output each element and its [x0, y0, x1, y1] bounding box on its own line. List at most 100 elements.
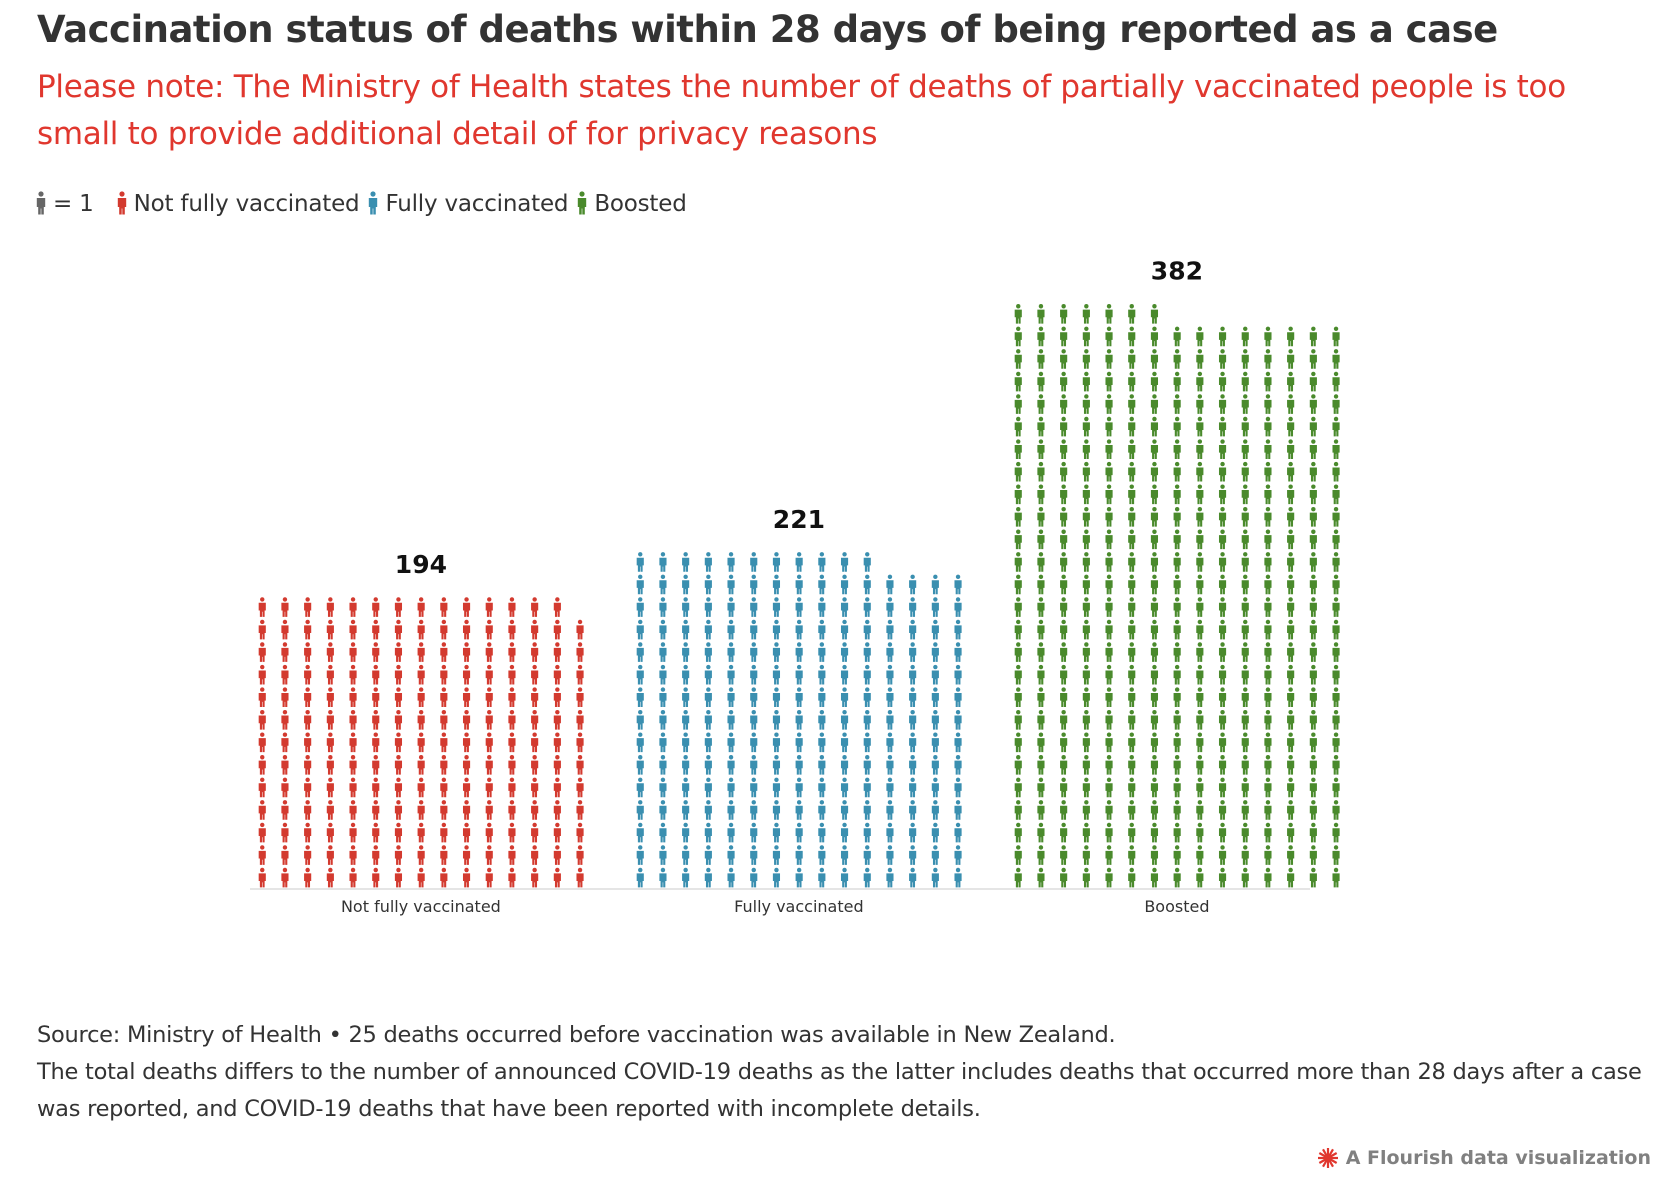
person-icon	[750, 732, 758, 753]
person-icon	[909, 642, 917, 662]
person-icon	[1128, 439, 1136, 459]
person-icon	[1196, 371, 1204, 392]
person-icon	[886, 687, 894, 708]
person-icon	[818, 845, 826, 865]
person-icon	[417, 687, 425, 708]
person-icon	[440, 664, 448, 685]
person-icon	[1241, 777, 1249, 798]
person-icon	[1309, 755, 1317, 775]
person-icon	[508, 709, 516, 730]
person-icon	[795, 664, 803, 685]
person-icon	[1241, 755, 1249, 775]
person-icon	[1287, 845, 1295, 865]
person-icon	[417, 642, 425, 662]
person-icon	[636, 800, 644, 820]
bar-fully-vaccinated[interactable]	[636, 552, 962, 888]
credit-text: A Flourish data visualization	[1345, 1147, 1651, 1169]
person-icon	[531, 732, 539, 753]
person-icon	[1287, 755, 1295, 775]
person-icon	[818, 552, 826, 572]
person-icon	[1014, 755, 1022, 775]
person-icon	[1287, 371, 1295, 392]
person-icon	[1060, 461, 1068, 482]
person-icon	[1082, 326, 1090, 347]
person-icon	[1014, 349, 1022, 369]
person-icon	[1150, 371, 1159, 392]
person-icon	[750, 845, 758, 865]
person-icon	[1241, 597, 1249, 617]
person-icon	[1264, 755, 1272, 775]
person-icon	[1082, 619, 1090, 640]
person-icon	[508, 687, 516, 708]
person-icon	[1241, 732, 1249, 753]
person-icon	[1150, 755, 1159, 775]
person-icon	[576, 800, 584, 820]
person-icon	[349, 619, 357, 640]
person-icon	[1287, 800, 1295, 820]
person-icon	[1150, 506, 1159, 527]
person-icon	[1060, 484, 1068, 505]
person-icon	[1332, 416, 1340, 437]
person-icon	[1150, 416, 1159, 437]
person-icon	[394, 664, 403, 685]
person-icon	[1037, 597, 1045, 617]
person-icon	[1241, 552, 1249, 572]
person-icon	[1105, 709, 1113, 730]
person-icon	[1196, 642, 1204, 662]
person-icon	[886, 597, 894, 617]
chart-footer: Source: Ministry of Health • 25 deaths o…	[37, 1017, 1647, 1128]
flourish-credit[interactable]: A Flourish data visualization	[1316, 1146, 1651, 1170]
person-icon	[1287, 822, 1295, 843]
person-icon	[1196, 574, 1204, 595]
person-icon	[909, 845, 917, 865]
person-icon	[1332, 574, 1340, 595]
person-icon	[1173, 439, 1181, 459]
person-icon	[954, 642, 962, 662]
person-icon	[682, 597, 690, 617]
person-icon	[840, 597, 849, 617]
bar-not-fully-vaccinated[interactable]	[258, 597, 584, 888]
person-icon	[1037, 845, 1045, 865]
person-icon	[1173, 394, 1181, 414]
person-icon	[372, 597, 380, 617]
person-icon	[659, 709, 667, 730]
person-icon	[417, 619, 425, 640]
person-icon	[1309, 461, 1317, 482]
person-icon	[1218, 326, 1227, 347]
person-icon	[576, 709, 584, 730]
person-icon	[440, 687, 448, 708]
person-icon	[1332, 371, 1340, 392]
person-icon	[1173, 552, 1181, 572]
chart-subtitle: Please note: The Ministry of Health stat…	[37, 69, 1566, 152]
person-icon	[1241, 529, 1249, 550]
person-icon	[659, 552, 667, 572]
person-icon	[258, 619, 266, 640]
person-icon	[840, 800, 849, 820]
person-icon	[576, 642, 584, 662]
person-icon	[1128, 822, 1136, 843]
person-icon	[863, 664, 871, 685]
person-icon	[1173, 484, 1181, 505]
person-icon	[258, 709, 266, 730]
person-icon	[1196, 755, 1204, 775]
person-icon	[281, 709, 289, 730]
person-icon	[682, 642, 690, 662]
person-icon	[954, 597, 962, 617]
person-icon	[1173, 845, 1181, 865]
person-icon	[818, 867, 826, 888]
person-icon	[258, 867, 266, 888]
person-icon	[795, 552, 803, 572]
person-icon	[931, 867, 939, 888]
person-icon	[659, 777, 667, 798]
person-icon	[636, 687, 644, 708]
person-icon	[1218, 529, 1227, 550]
person-icon	[1150, 709, 1159, 730]
person-icon	[1309, 822, 1317, 843]
person-icon	[576, 687, 584, 708]
person-icon	[931, 845, 939, 865]
person-icon	[1173, 642, 1181, 662]
bar-boosted[interactable]	[1014, 304, 1340, 888]
person-icon	[1309, 371, 1317, 392]
person-icon	[1264, 416, 1272, 437]
person-icon	[349, 732, 357, 753]
